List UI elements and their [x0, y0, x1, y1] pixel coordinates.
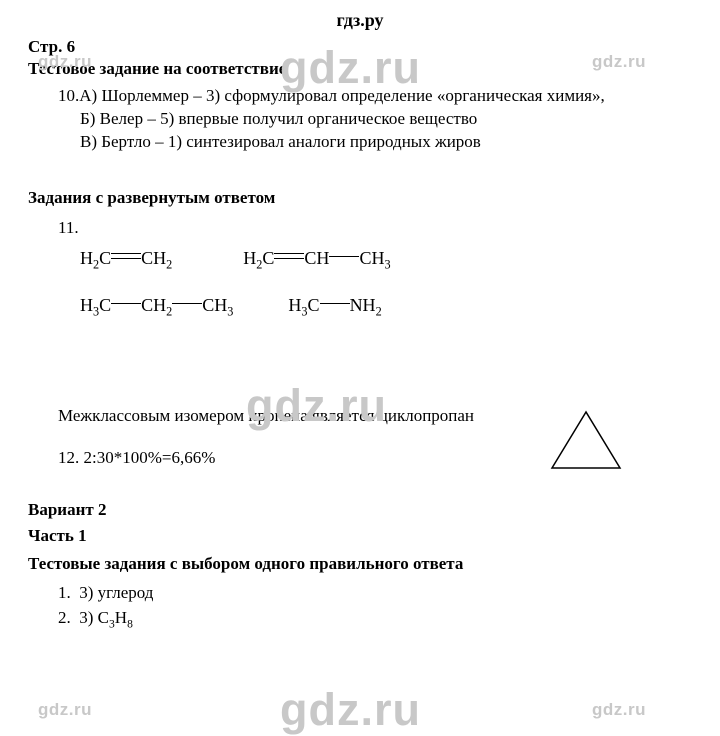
single-bond-icon	[111, 299, 141, 309]
q10-line-c: В) Бертло – 1) синтезировал аналоги прир…	[80, 131, 692, 154]
q10-block: 10.А) Шорлеммер – 3) сформулировал опред…	[58, 85, 692, 154]
formula-propane: H3CCH2CH3	[80, 295, 233, 316]
answer-2: 2. 3) C3H8	[58, 607, 692, 630]
heading-extended: Задания с развернутым ответом	[28, 188, 692, 208]
single-bond-icon	[329, 252, 359, 262]
watermark-small: gdz.ru	[38, 700, 92, 720]
variant-label: Вариант 2	[28, 500, 692, 520]
site-title: гдз.ру	[28, 10, 692, 31]
double-bond-icon	[274, 252, 304, 262]
q12-text: 12. 2:30*100%=6,66%	[58, 448, 692, 468]
answers-block: 1. 3) углерод 2. 3) C3H8	[58, 582, 692, 630]
q11-structures: H2CCH2 H2CCHCH3 H3CCH2CH3 H3CNH2	[80, 248, 692, 316]
answer-1: 1. 3) углерод	[58, 582, 692, 605]
chem-row-2: H3CCH2CH3 H3CNH2	[80, 295, 692, 316]
page-label: Стр. 6	[28, 37, 692, 57]
q11-label: 11.	[58, 218, 692, 238]
q10-line-b: Б) Велер – 5) впервые получил органическ…	[80, 108, 692, 131]
formula-methylamine: H3CNH2	[288, 295, 381, 316]
chem-row-1: H2CCH2 H2CCHCH3	[80, 248, 692, 269]
heading-matching: Тестовое задание на соответствие	[28, 59, 692, 79]
heading-single: Тестовые задания с выбором одного правил…	[28, 554, 692, 574]
q10-line-a: 10.А) Шорлеммер – 3) сформулировал опред…	[58, 85, 692, 108]
single-bond-icon	[320, 299, 350, 309]
document-body: гдз.ру Стр. 6 Тестовое задание на соотве…	[0, 0, 720, 630]
formula-propene: H2CCHCH3	[243, 248, 390, 269]
part1-label: Часть 1	[28, 526, 692, 546]
watermark-small: gdz.ru	[592, 700, 646, 720]
single-bond-icon	[172, 299, 202, 309]
watermark-large: gdz.ru	[280, 684, 421, 736]
isomer-text: Межклассовым изомером пропена является ц…	[58, 406, 692, 426]
double-bond-icon	[111, 252, 141, 262]
formula-ethene: H2CCH2	[80, 248, 172, 269]
